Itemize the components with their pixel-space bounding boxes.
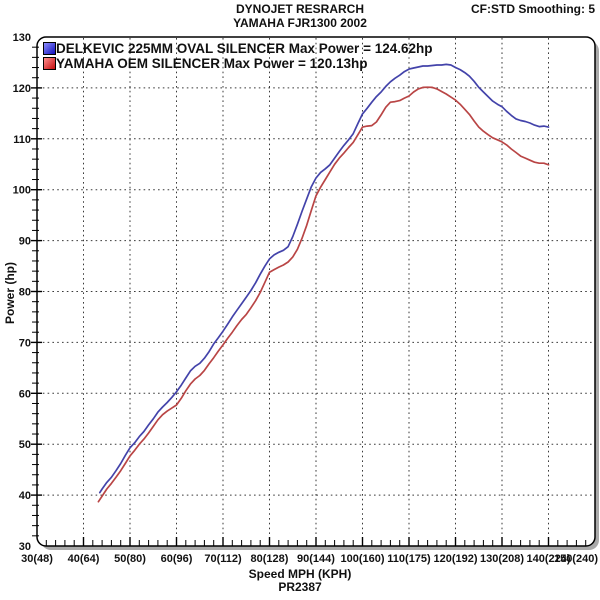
x-tick-label: 80(128): [251, 553, 289, 565]
delkevic-series-swatch: [43, 42, 56, 55]
y-tick-label: 30: [19, 541, 31, 553]
legend-item-yamaha-oem: YAMAHA OEM SILENCER Max Power = 120.13hp: [43, 56, 432, 71]
delkevic-series-label: DELKEVIC 225MM OVAL SILENCER Max Power =…: [56, 41, 433, 56]
x-tick-label: 150(240): [554, 553, 598, 565]
x-tick-label: 50(80): [114, 553, 146, 565]
y-tick-label: 100: [13, 185, 31, 197]
y-tick-label: 130: [13, 32, 31, 44]
y-tick-label: 90: [19, 236, 31, 248]
x-tick-label: 100(160): [340, 553, 384, 565]
x-axis-title: Speed MPH (KPH): [248, 567, 352, 581]
x-tick-label: 110(175): [387, 553, 431, 565]
x-tick-label: 30(48): [21, 553, 53, 565]
y-tick-label: 70: [19, 337, 31, 349]
x-tick-label: 140(224): [526, 553, 570, 565]
smoothing-setting: CF:STD Smoothing: 5: [471, 2, 595, 16]
y-tick-label: 40: [19, 490, 31, 502]
legend-item-delkevic: DELKEVIC 225MM OVAL SILENCER Max Power =…: [43, 41, 432, 56]
y-tick-label: 80: [19, 287, 31, 299]
report-title: DYNOJET RESRARCH: [235, 2, 364, 16]
x-tick-label: 60(96): [161, 553, 193, 565]
y-tick-label: 110: [13, 134, 31, 146]
x-tick-label: 120(192): [433, 553, 477, 565]
x-tick-label: 90(144): [297, 553, 335, 565]
x-tick-label: 130(208): [480, 553, 524, 565]
delkevic-power-curve: [98, 63, 550, 494]
run-id: PR2387: [278, 580, 322, 594]
x-tick-label: 70(112): [204, 553, 242, 565]
x-tick-label: 40(64): [68, 553, 100, 565]
legend: DELKEVIC 225MM OVAL SILENCER Max Power =…: [43, 41, 432, 71]
y-axis-title: Power (hp): [3, 262, 17, 324]
y-tick-label: 50: [19, 439, 31, 451]
oem-power-curve: [97, 86, 550, 503]
header: DYNOJET RESRARCH YAMAHA FJR1300 2002: [0, 2, 600, 30]
oem-series-swatch: [43, 57, 56, 70]
report-subtitle: YAMAHA FJR1300 2002: [233, 16, 367, 30]
y-tick-label: 120: [13, 83, 31, 95]
oem-series-label: YAMAHA OEM SILENCER Max Power = 120.13hp: [56, 56, 368, 71]
y-tick-label: 60: [19, 388, 31, 400]
